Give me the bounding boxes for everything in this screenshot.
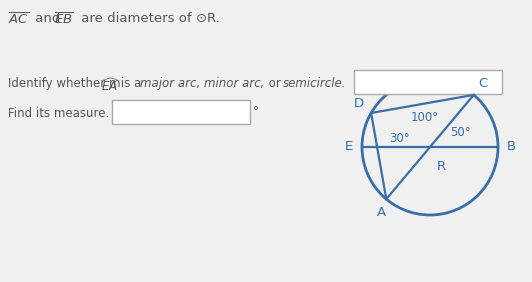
FancyBboxPatch shape (112, 100, 250, 124)
Text: D: D (354, 97, 364, 110)
Text: or: or (265, 77, 285, 90)
Text: semicircle.: semicircle. (283, 77, 346, 90)
Text: °: ° (253, 105, 259, 118)
FancyBboxPatch shape (354, 70, 502, 94)
Text: is a: is a (117, 77, 145, 90)
Text: major arc, minor arc,: major arc, minor arc, (140, 77, 264, 90)
Text: 100°: 100° (411, 111, 439, 124)
Text: 50°: 50° (451, 126, 471, 139)
Text: $\overline{EB}$: $\overline{EB}$ (54, 12, 73, 27)
Text: C: C (479, 77, 488, 90)
Text: 30°: 30° (389, 133, 410, 146)
Text: E: E (345, 140, 353, 153)
Text: $\widehat{EA}$: $\widehat{EA}$ (101, 77, 120, 94)
Text: Find its measure.: Find its measure. (8, 107, 109, 120)
Text: R: R (437, 160, 446, 173)
Text: are diameters of ⊙R.: are diameters of ⊙R. (77, 12, 220, 25)
Text: $\overline{AC}$: $\overline{AC}$ (8, 12, 29, 27)
Text: and: and (31, 12, 64, 25)
Text: B: B (507, 140, 516, 153)
Text: Identify whether m: Identify whether m (8, 77, 121, 90)
Text: A: A (377, 206, 386, 219)
